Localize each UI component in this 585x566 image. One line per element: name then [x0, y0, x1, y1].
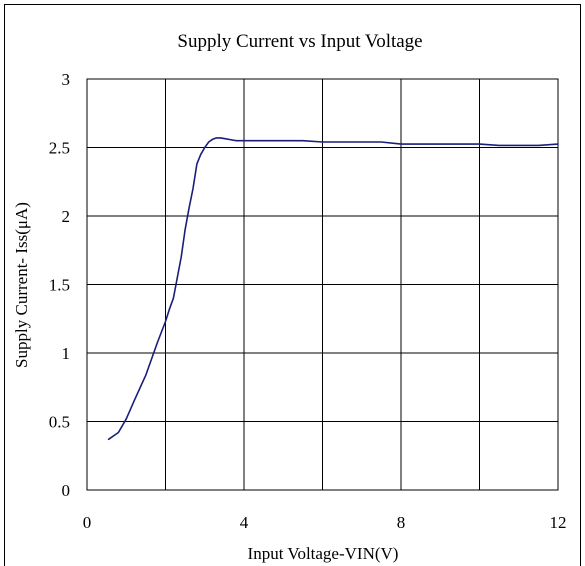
chart-frame — [4, 4, 581, 566]
x-axis-label: Input Voltage-VIN(V) — [248, 544, 399, 563]
y-tick-label: 0.5 — [49, 413, 70, 432]
y-tick-label: 0 — [62, 481, 71, 500]
y-tick-label: 2.5 — [49, 139, 70, 158]
series-line — [107, 137, 559, 441]
x-tick-label: 12 — [550, 513, 567, 532]
x-tick-label: 4 — [240, 513, 249, 532]
y-axis-label: Supply Current- Iss(μA) — [12, 202, 31, 368]
y-tick-label: 1 — [62, 344, 71, 363]
grid — [87, 79, 558, 490]
x-tick-label: 0 — [83, 513, 92, 532]
y-tick-label: 1.5 — [49, 276, 70, 295]
x-tick-label: 8 — [397, 513, 406, 532]
y-tick-label: 2 — [62, 207, 71, 226]
tick-labels: 0 4 8 12 0 0.5 1 1.5 2 2.5 3 — [49, 70, 567, 532]
plot-area — [86, 78, 559, 491]
y-tick-label: 3 — [62, 70, 71, 89]
chart-title: Supply Current vs Input Voltage — [177, 31, 422, 52]
